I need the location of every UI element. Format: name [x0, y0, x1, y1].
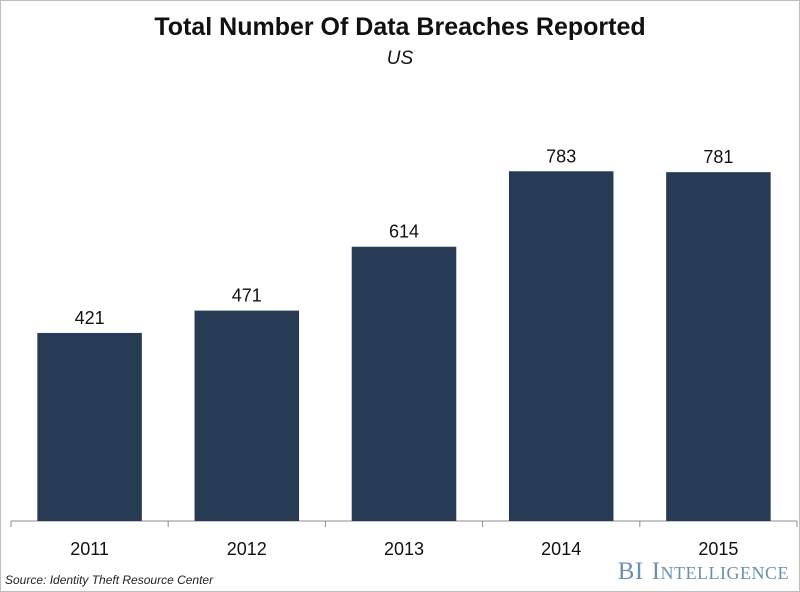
chart-subtitle: US — [386, 48, 414, 69]
data-label-2012: 471 — [232, 286, 262, 306]
x-tick-label-2014: 2014 — [541, 539, 581, 559]
chart-title: Total Number Of Data Breaches Reported — [154, 13, 646, 41]
data-label-2013: 614 — [389, 222, 419, 242]
source-note: Source: Identity Theft Resource Center — [5, 573, 214, 587]
brand-logo: BI Intelligence — [618, 558, 789, 586]
bar-2011 — [37, 332, 142, 521]
x-tick-label-2012: 2012 — [227, 539, 267, 559]
bar-2012 — [194, 310, 300, 521]
brand-logo-bi: BI — [617, 558, 644, 585]
brand-logo-intelligence: Intelligence — [651, 558, 789, 585]
x-tick-label-2011: 2011 — [70, 539, 109, 559]
data-label-2014: 783 — [546, 146, 576, 166]
bar-2013 — [351, 246, 457, 521]
bar-2015 — [666, 172, 771, 522]
data-label-2011: 421 — [75, 308, 105, 328]
data-label-2015: 781 — [703, 147, 733, 167]
x-tick-label-2015: 2015 — [698, 539, 738, 559]
x-tick-label-2013: 2013 — [384, 539, 424, 559]
bar-2014 — [508, 171, 614, 521]
